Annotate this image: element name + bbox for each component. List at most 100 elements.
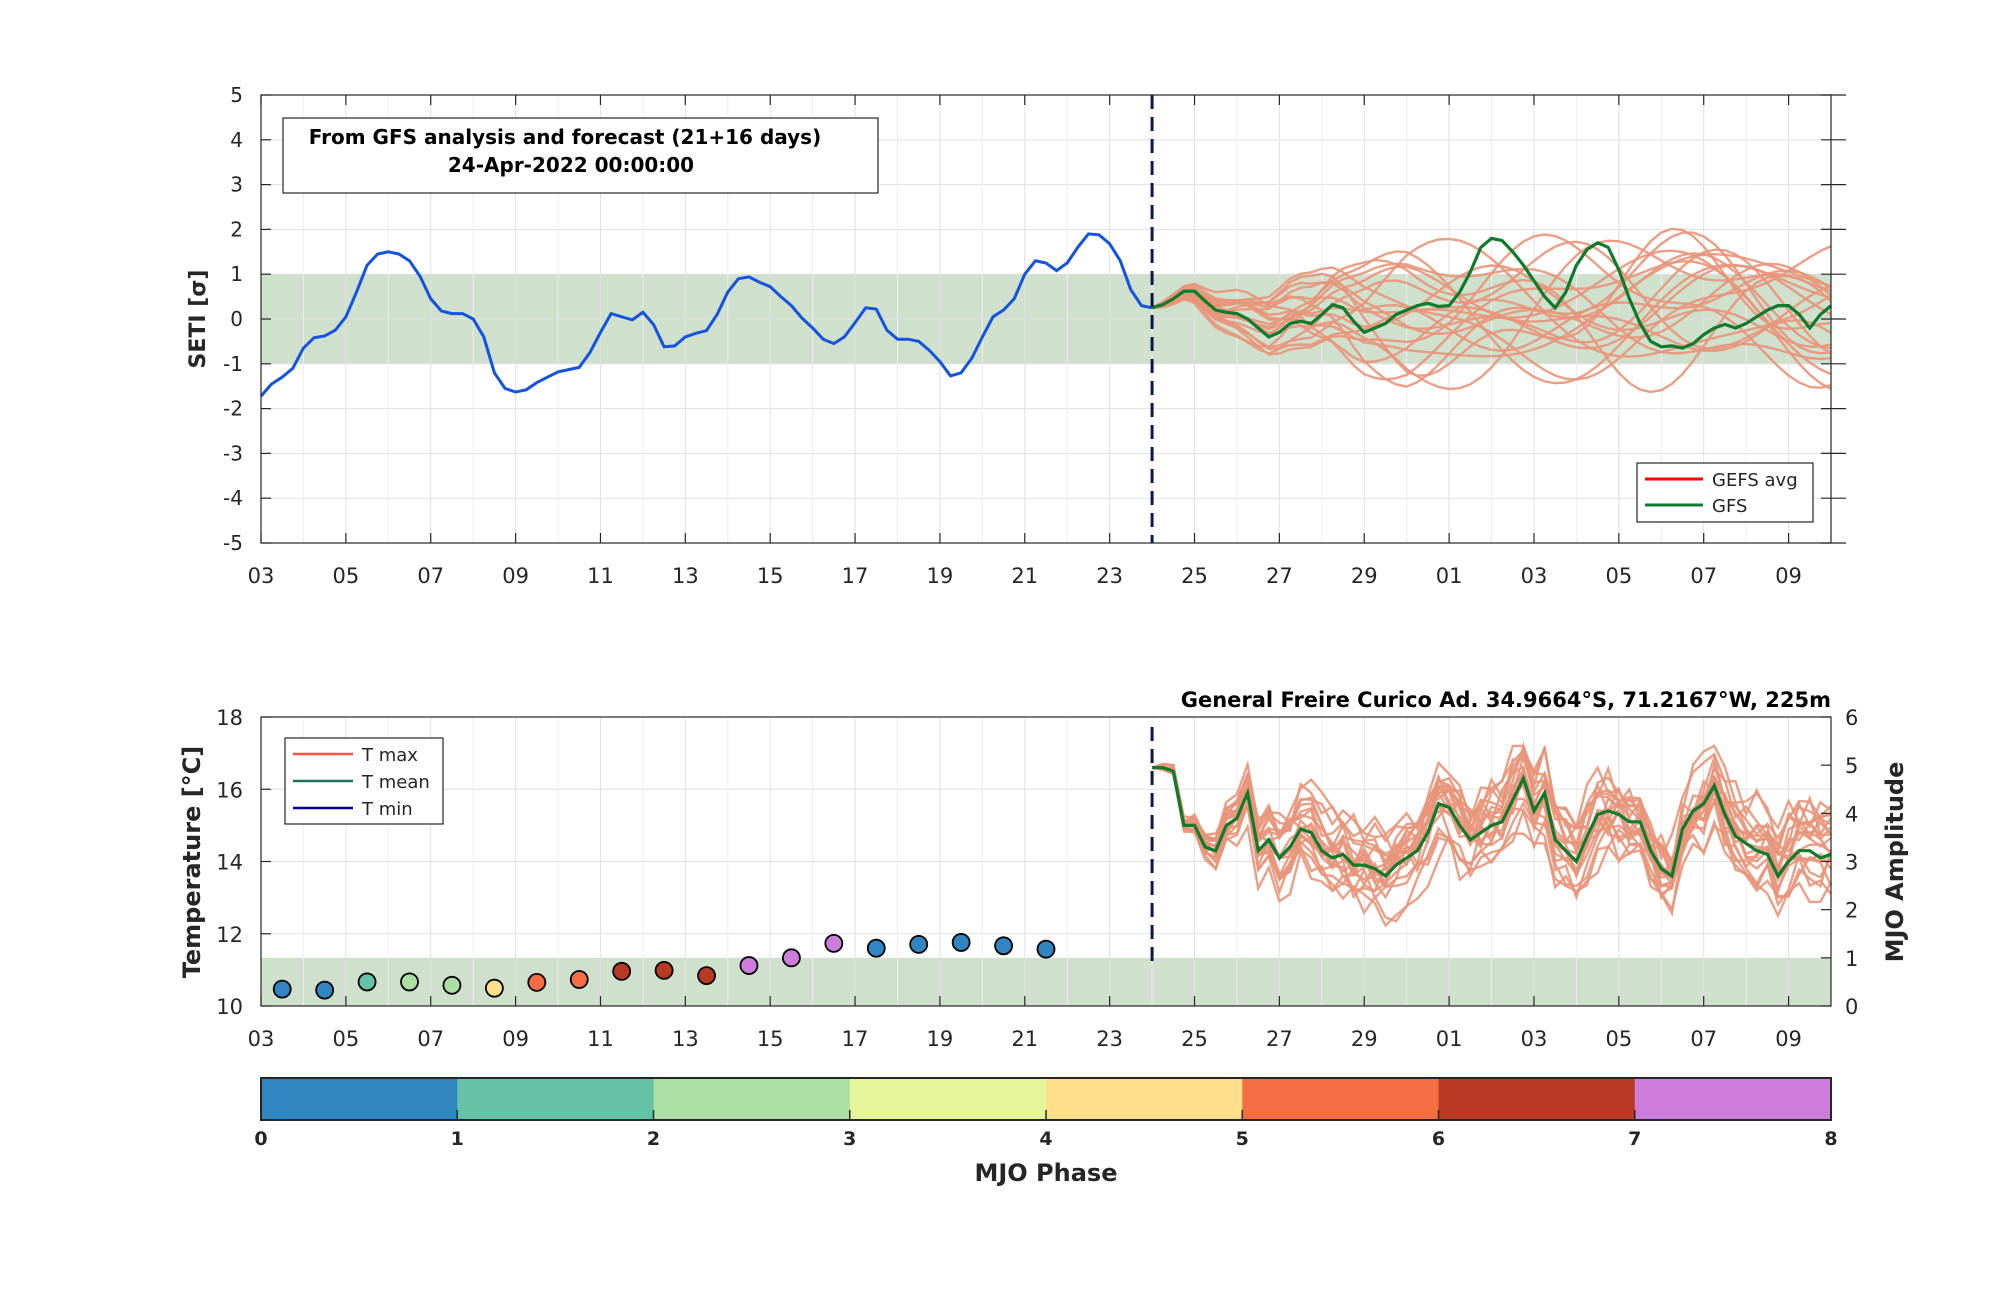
x-tick-label: 23	[1096, 564, 1123, 588]
temperature-gfs-line	[1152, 766, 1832, 880]
colorbar-tick-label: 0	[254, 1128, 267, 1150]
seti-ensemble-member	[1151, 252, 1832, 364]
mjo-point	[1036, 939, 1056, 959]
mjo-point	[357, 972, 377, 992]
temperature-x-ticks: 03 05 07 09 11 13 15 17 19 21 23 25 27 29 01 03 05 07 09	[248, 996, 1802, 1051]
seti-ensemble-member	[1151, 240, 1832, 356]
x-tick-label: 05	[1605, 1027, 1632, 1051]
colorbar-tick-label: 1	[451, 1128, 464, 1150]
y-tick-label: 1	[230, 262, 243, 286]
y-tick-label: -4	[223, 486, 243, 510]
colorbar-tick-label: 5	[1236, 1128, 1249, 1150]
y-tick-label: -3	[223, 441, 243, 465]
colorbar-segment-phase-2	[457, 1078, 654, 1120]
seti-analysis-line	[259, 232, 1153, 398]
mjo-point	[527, 972, 547, 992]
temperature-ensemble-member	[1151, 752, 1832, 893]
x-tick-label: 19	[927, 564, 954, 588]
mjo-amplitude-axis-label: MJO Amplitude	[1881, 762, 1909, 963]
x-tick-label: 09	[1775, 564, 1802, 588]
mjo-point	[782, 948, 801, 968]
x-tick-label: 07	[1690, 1027, 1717, 1051]
x-tick-label: 15	[757, 564, 784, 588]
y-tick-label: -5	[223, 531, 243, 555]
mjo-point	[994, 936, 1013, 956]
y-tick-label: 12	[216, 923, 243, 947]
mjo-point	[484, 978, 504, 998]
y-tick-label: 14	[216, 851, 243, 875]
mjo-point	[866, 938, 886, 958]
y-tick-label: 2	[230, 217, 243, 241]
y-tick-label: 18	[216, 706, 243, 730]
colorbar-segment-phase-4	[849, 1078, 1047, 1120]
seti-ensemble-member	[1151, 269, 1832, 353]
x-tick-label: 29	[1351, 564, 1378, 588]
x-tick-label: 15	[757, 1027, 784, 1051]
x-tick-label: 25	[1181, 564, 1208, 588]
x-tick-label: 03	[1521, 1027, 1548, 1051]
mjo-point	[909, 934, 929, 954]
x-tick-label: 03	[248, 564, 275, 588]
mjo-phase-colorbar: 0 1 2 3 4 5 6 7 8 MJO Phase	[254, 1077, 1838, 1187]
seti-ensemble-member	[1151, 264, 1832, 348]
colorbar-segment-phase-8	[1634, 1078, 1832, 1120]
x-tick-label: 01	[1436, 1027, 1463, 1051]
legend-label-gefs-avg: GEFS avg	[1712, 470, 1798, 491]
x-tick-label: 17	[842, 1027, 869, 1051]
mjo-points	[272, 933, 1056, 1000]
y-tick-label: -2	[223, 397, 243, 421]
mjo-point	[824, 933, 844, 953]
legend-label-gfs: GFS	[1712, 496, 1747, 517]
temperature-ensemble-member	[1151, 752, 1832, 880]
x-tick-label: 13	[672, 564, 699, 588]
colorbar-tick-label: 7	[1628, 1128, 1641, 1150]
y-tick-label: -1	[223, 352, 243, 376]
x-tick-label: 17	[842, 564, 869, 588]
x-tick-label: 05	[332, 564, 359, 588]
y-tick-label: 4	[230, 128, 243, 152]
seti-ensemble-member	[1151, 239, 1832, 391]
colorbar-segment-phase-5	[1046, 1078, 1243, 1120]
x-tick-label: 07	[417, 1027, 444, 1051]
colorbar-segment-phase-1	[261, 1078, 458, 1120]
station-title: General Freire Curico Ad. 34.9664°S, 71.…	[1181, 688, 1831, 712]
seti-grid	[260, 94, 1831, 544]
colorbar-tick-label: 3	[843, 1128, 856, 1150]
legend-label-tmean: T mean	[361, 772, 430, 793]
x-tick-label: 11	[587, 1027, 614, 1051]
mjo-point	[272, 979, 292, 999]
seti-ensemble-member	[1151, 262, 1832, 339]
mjo-point	[315, 980, 335, 1000]
mjo-point	[654, 960, 674, 980]
mjo-point	[739, 956, 759, 975]
x-tick-label: 21	[1011, 1027, 1038, 1051]
colorbar-segment-phase-7	[1438, 1078, 1636, 1120]
x-tick-label: 09	[502, 1027, 529, 1051]
temperature-y-axis-label: Temperature [°C]	[178, 746, 206, 979]
seti-y-ticks: 5 4 3 2 1 0 -1 -2 -3 -4 -5	[223, 83, 1846, 555]
colorbar-segments	[261, 1078, 1832, 1120]
y2-tick-label: 5	[1845, 754, 1858, 778]
colorbar-tick-label: 2	[647, 1128, 660, 1150]
temperature-ensemble-member	[1152, 753, 1832, 887]
y2-tick-label: 6	[1845, 706, 1858, 730]
colorbar-segment-phase-6	[1242, 1078, 1439, 1120]
seti-ensemble-member	[1151, 265, 1832, 353]
y-tick-label: 5	[230, 83, 243, 107]
x-tick-label: 19	[927, 1027, 954, 1051]
x-tick-label: 09	[1775, 1027, 1802, 1051]
colorbar-tick-label: 6	[1432, 1128, 1445, 1150]
y2-tick-label: 4	[1845, 802, 1858, 826]
legend-label-tmax: T max	[361, 745, 418, 766]
x-tick-label: 21	[1011, 564, 1038, 588]
mjo-point	[951, 933, 971, 952]
y-tick-label: 3	[230, 173, 243, 197]
annotation-line-2: 24-Apr-2022 00:00:00	[448, 153, 694, 177]
seti-ensemble-member	[1151, 227, 1832, 377]
colorbar-tick-label: 4	[1039, 1128, 1052, 1150]
temperature-ensemble-member	[1151, 744, 1832, 877]
seti-ensemble-member	[1151, 252, 1832, 358]
seti-legend	[1636, 462, 1814, 523]
